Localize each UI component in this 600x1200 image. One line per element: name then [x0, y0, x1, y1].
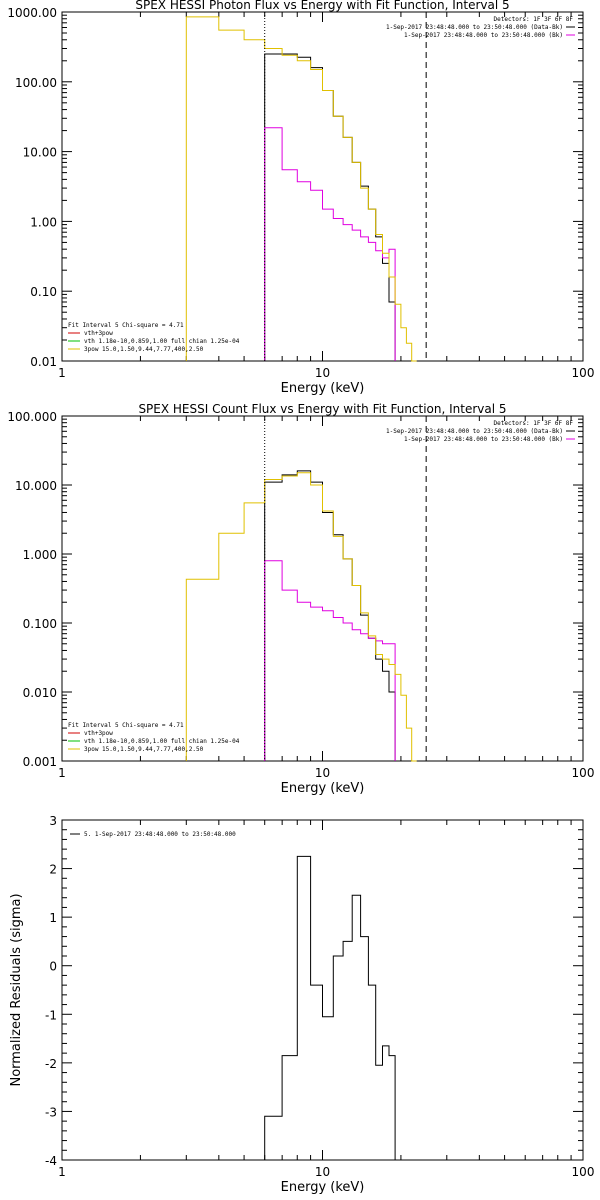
- series-step-line: [185, 472, 417, 762]
- y-tick-label: 0.01: [30, 355, 57, 369]
- plot-panel-count: [61, 415, 584, 762]
- plot-panel-photon: [61, 11, 584, 362]
- y-tick-label: 10.000: [15, 479, 57, 493]
- y-tick-label: 1.00: [30, 215, 57, 229]
- legend-entry: 3pow 15.0,1.50,9.44,7.77,400,2.50: [84, 346, 204, 353]
- y-tick-label: 0: [49, 960, 57, 974]
- plot-title: SPEX HESSI Photon Flux vs Energy with Fi…: [135, 0, 509, 12]
- y-tick-label: 0.10: [30, 285, 57, 299]
- legend-entry: 3pow 15.0,1.50,9.44,7.77,400,2.50: [84, 746, 204, 753]
- x-axis-label: Energy (keV): [281, 1180, 365, 1195]
- y-tick-label: 1000.00: [7, 6, 57, 20]
- x-tick-label: 10: [315, 766, 330, 780]
- plot-title: SPEX HESSI Count Flux vs Energy with Fit…: [138, 402, 506, 416]
- x-tick-label: 1: [58, 366, 66, 380]
- y-tick-label: -2: [45, 1057, 57, 1071]
- y-tick-label: -1: [45, 1008, 57, 1022]
- x-tick-label: 100: [572, 766, 595, 780]
- legend-entry: 1-Sep-2017 23:48:48.000 to 23:50:48.000 …: [404, 32, 563, 39]
- y-tick-label: 100.00: [15, 76, 57, 90]
- legend-fit-info: Fit Interval 5 Chi-square = 4.71: [68, 322, 184, 329]
- y-tick-label: -3: [45, 1105, 57, 1119]
- y-tick-label: 10.00: [23, 146, 57, 160]
- y-tick-label: 1.000: [23, 548, 57, 562]
- legend-entry: vth+3pow: [84, 730, 113, 737]
- y-tick-label: 3: [49, 814, 57, 828]
- x-tick-label: 10: [315, 1165, 330, 1179]
- y-tick-label: 0.010: [23, 686, 57, 700]
- y-tick-label: 100.000: [7, 410, 57, 424]
- y-tick-label: 2: [49, 863, 57, 877]
- legend-entry: vth 1.18e-10,0.859,1.00 full chian 1.25e…: [84, 738, 240, 745]
- y-axis-label: Normalized Residuals (sigma): [9, 893, 24, 1086]
- x-tick-label: 10: [315, 366, 330, 380]
- series-step-line: [264, 127, 396, 361]
- series-step-line: [264, 560, 396, 761]
- series-step-line: [264, 855, 396, 1160]
- y-tick-label: 0.001: [23, 755, 57, 769]
- x-axis-label: Energy (keV): [281, 381, 365, 396]
- y-tick-label: 0.100: [23, 617, 57, 631]
- x-tick-label: 1: [58, 766, 66, 780]
- y-tick-label: 1: [49, 911, 57, 925]
- legend-entry: 1-Sep-2017 23:48:48.000 to 23:50:48.000 …: [404, 436, 563, 443]
- y-tick-label: -4: [45, 1154, 57, 1168]
- plot-panel-residuals: [61, 819, 584, 1161]
- x-tick-label: 1: [58, 1165, 66, 1179]
- legend-entry: vth 1.18e-10,0.859,1.00 full chian 1.25e…: [84, 338, 240, 345]
- legend-detectors: Detectors: 1F 3F 6F 8F: [494, 16, 574, 23]
- legend-fit-info: Fit Interval 5 Chi-square = 4.71: [68, 722, 184, 729]
- legend-entry: 1-Sep-2017 23:48:48.000 to 23:50:48.000 …: [386, 24, 563, 31]
- x-axis-label: Energy (keV): [281, 781, 365, 796]
- legend-entry: 5. 1-Sep-2017 23:48:48.000 to 23:50:48.0…: [84, 831, 236, 838]
- legend-entry: 1-Sep-2017 23:48:48.000 to 23:50:48.000 …: [386, 428, 563, 435]
- legend-entry: vth+3pow: [84, 330, 113, 337]
- x-tick-label: 100: [572, 1165, 595, 1179]
- x-tick-label: 100: [572, 366, 595, 380]
- legend-detectors: Detectors: 1F 3F 6F 8F: [494, 420, 574, 427]
